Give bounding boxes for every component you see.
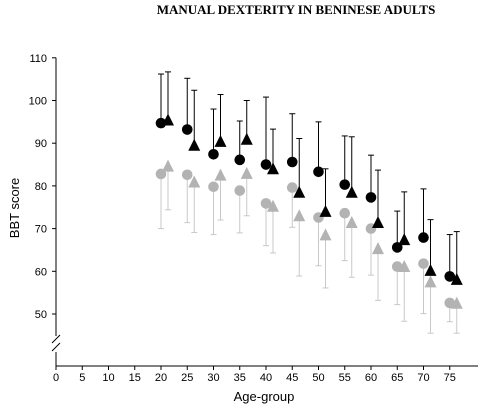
- data-point-triangle-gray: [240, 166, 253, 179]
- data-point-triangle-gray: [162, 159, 174, 172]
- data-point-triangle-black: [293, 185, 306, 198]
- data-point-triangle-gray: [267, 199, 279, 212]
- y-tick-label: 80: [35, 181, 47, 193]
- data-point-triangle-gray: [345, 216, 358, 229]
- x-tick-label: 50: [312, 372, 324, 384]
- x-axis-label: Age-group: [234, 389, 295, 404]
- x-tick-label: 55: [339, 372, 351, 384]
- data-point-circle-black: [418, 232, 429, 243]
- x-tick-label: 70: [417, 372, 429, 384]
- data-point-circle-black: [181, 124, 193, 135]
- data-point-circle-black: [234, 154, 246, 166]
- data-point-circle-gray: [260, 198, 272, 209]
- x-tick-label: 10: [102, 372, 114, 384]
- x-tick-label: 45: [286, 372, 298, 384]
- data-point-triangle-black: [345, 185, 358, 198]
- y-axis-label: BBT score: [7, 178, 22, 238]
- data-point-triangle-gray: [214, 168, 227, 181]
- plot-layer: 50 60 70 80 90 100 110 0 5 10 15 20 25 30 35 40 45 50 55 60…: [29, 53, 478, 384]
- y-tick-label: 100: [29, 96, 47, 108]
- data-point-circle-gray: [339, 207, 351, 219]
- data-point-circle-gray: [208, 181, 219, 193]
- data-point-circle-black: [365, 192, 377, 203]
- data-point-triangle-gray: [188, 175, 201, 188]
- data-point-triangle-black: [319, 204, 332, 217]
- y-axis-break-mark: [51, 334, 61, 344]
- y-tick-label: 90: [35, 138, 47, 150]
- data-point-circle-gray: [418, 258, 429, 269]
- data-point-triangle-gray: [293, 209, 306, 222]
- data-point-circle-gray: [286, 182, 298, 193]
- y-tick-label: 60: [35, 266, 47, 278]
- data-point-triangle-black: [240, 132, 253, 145]
- data-point-triangle-black: [450, 272, 463, 285]
- data-point-triangle-black: [267, 162, 279, 175]
- data-point-triangle-gray: [319, 228, 332, 241]
- data-point-circle-gray: [234, 185, 246, 196]
- data-point-triangle-black: [398, 233, 411, 246]
- data-point-circle-black: [313, 166, 324, 178]
- x-tick-label: 20: [155, 372, 167, 384]
- data-point-circle-black: [286, 156, 298, 168]
- x-tick-label: 0: [53, 372, 59, 384]
- data-point-circle-gray: [181, 169, 193, 181]
- data-point-triangle-gray: [398, 260, 411, 273]
- data-point-triangle-black: [424, 263, 437, 276]
- x-tick-label: 75: [444, 372, 456, 384]
- x-tick-label: 15: [129, 372, 141, 384]
- y-axis-break-mark: [51, 342, 61, 352]
- data-point-triangle-gray: [424, 275, 437, 288]
- data-point-triangle-black: [162, 113, 174, 126]
- data-point-circle-black: [260, 159, 272, 170]
- y-tick-label: 110: [29, 53, 47, 65]
- data-point-triangle-black: [214, 134, 227, 147]
- x-tick-label: 35: [234, 372, 246, 384]
- y-tick-label: 70: [35, 224, 47, 236]
- data-point-triangle-gray: [450, 296, 463, 309]
- x-tick-label: 30: [207, 372, 219, 384]
- x-tick-label: 25: [181, 372, 193, 384]
- x-tick-label: 60: [365, 372, 377, 384]
- data-point-circle-black: [208, 149, 219, 160]
- data-point-triangle-black: [188, 138, 201, 151]
- data-point-triangle-gray: [372, 242, 384, 255]
- x-tick-label: 65: [391, 372, 403, 384]
- data-point-circle-black: [155, 117, 167, 129]
- x-tick-label: 5: [79, 372, 85, 384]
- chart-title: MANUAL DEXTERITY IN BENINESE ADULTS: [157, 2, 436, 17]
- data-point-circle-black: [444, 271, 456, 282]
- x-tick-label: 40: [260, 372, 272, 384]
- y-tick-label: 50: [35, 309, 47, 321]
- data-point-triangle-black: [372, 216, 384, 229]
- data-point-circle-black: [339, 179, 351, 190]
